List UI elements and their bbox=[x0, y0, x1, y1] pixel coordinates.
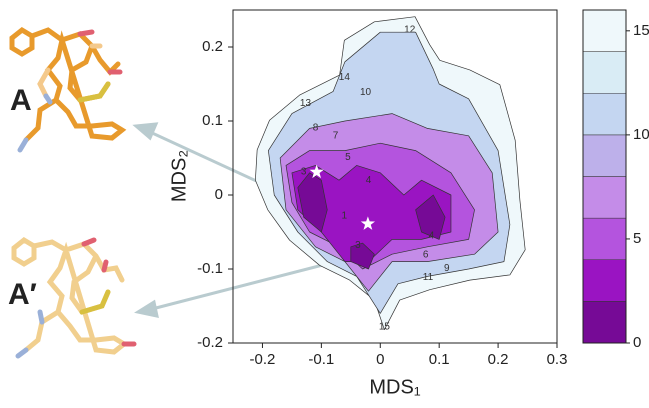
contour-label: 13 bbox=[300, 98, 312, 109]
contour-label: 5 bbox=[345, 152, 351, 163]
contour-label: 4 bbox=[429, 230, 435, 241]
contour-label: 8 bbox=[313, 122, 319, 133]
y-tick-label: -0.2 bbox=[197, 334, 223, 351]
plot-frame bbox=[232, 9, 558, 344]
contour-label: 4 bbox=[366, 175, 372, 186]
contour-region bbox=[297, 172, 328, 233]
colorbar-band bbox=[582, 51, 627, 94]
contour-label: 12 bbox=[404, 25, 416, 36]
contour-label: 3 bbox=[301, 167, 307, 178]
y-tick-label: 0.2 bbox=[202, 38, 223, 55]
contour-label: 14 bbox=[339, 72, 351, 83]
colorbar-band bbox=[582, 134, 627, 177]
arrow-a-prime bbox=[151, 256, 351, 311]
colorbar-band bbox=[582, 9, 627, 52]
arrow-head bbox=[132, 122, 159, 141]
colorbar-band bbox=[582, 217, 627, 260]
x-tick-label: 0.2 bbox=[488, 351, 509, 368]
colorbar-tick-label: 0 bbox=[633, 334, 641, 351]
x-axis-label: MDS₁ bbox=[369, 376, 420, 398]
x-tick-label: 0.3 bbox=[547, 351, 568, 368]
arrows bbox=[132, 122, 351, 318]
molecule-a-prime bbox=[11, 236, 137, 359]
contour-region bbox=[415, 194, 446, 240]
y-axis-label: MDS₂ bbox=[168, 150, 190, 202]
molecule-a bbox=[9, 26, 127, 153]
contour-label: 3 bbox=[355, 240, 361, 251]
x-tick-label: 0 bbox=[376, 351, 384, 368]
contour-label: 11 bbox=[423, 272, 434, 283]
x-tick-label: -0.1 bbox=[308, 351, 334, 368]
x-tick-label: 0.1 bbox=[429, 351, 450, 368]
colorbar-band bbox=[582, 176, 627, 219]
x-tick-label: -0.2 bbox=[250, 351, 276, 368]
contour-label: 7 bbox=[333, 130, 339, 141]
colorbar-frame bbox=[582, 9, 627, 344]
panel-label: A′ bbox=[8, 278, 37, 311]
colorbar-tick-label: 15 bbox=[633, 22, 649, 39]
contour-label: 9 bbox=[444, 263, 450, 274]
contour-region bbox=[350, 242, 375, 270]
contour-label: 6 bbox=[423, 250, 429, 261]
colorbar-band bbox=[582, 93, 627, 136]
y-tick-label: 0.1 bbox=[202, 112, 223, 129]
y-tick-label: -0.1 bbox=[197, 260, 223, 277]
arrow-head bbox=[134, 299, 159, 318]
contour-label: 15 bbox=[379, 321, 391, 332]
contour-label: 1 bbox=[342, 210, 348, 221]
colorbar-tick-label: 10 bbox=[633, 126, 649, 143]
panel-label: A bbox=[10, 84, 32, 117]
colorbar-tick-label: 5 bbox=[633, 230, 641, 247]
contour-region bbox=[291, 165, 452, 262]
contour-label: 10 bbox=[360, 87, 372, 98]
minimum-star bbox=[309, 164, 324, 179]
colorbar-band bbox=[582, 259, 627, 302]
y-tick-label: 0 bbox=[215, 186, 223, 203]
colorbar-band bbox=[582, 301, 627, 344]
minimum-star bbox=[360, 216, 376, 230]
